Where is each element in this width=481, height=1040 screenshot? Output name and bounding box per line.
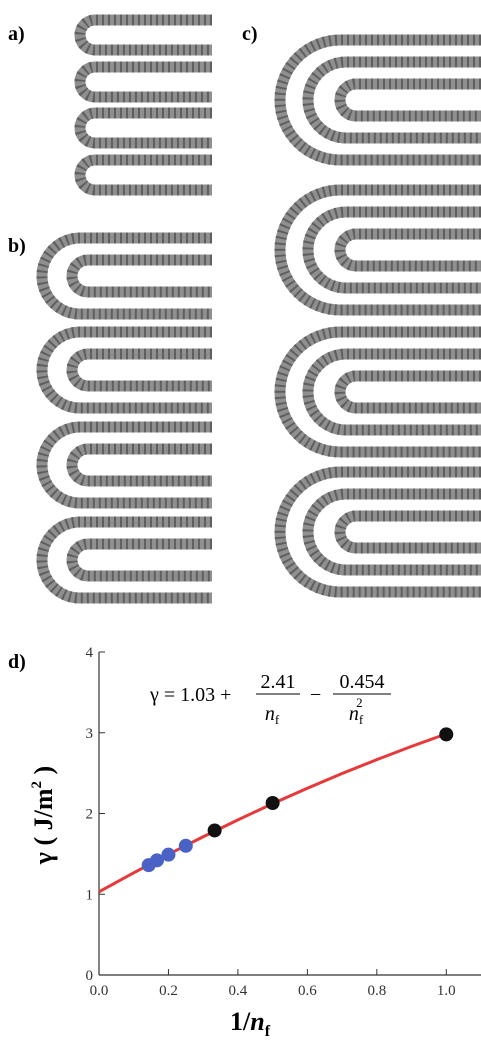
data-point	[161, 847, 176, 862]
y-axis-label: γ ( J/m2 )	[29, 766, 58, 865]
chain-texture	[74, 107, 212, 149]
chain	[334, 228, 481, 272]
x-tick-label: 0.6	[298, 983, 317, 999]
x-label-sub: f	[265, 1023, 271, 1040]
molecule-images	[36, 14, 481, 604]
eq-den-sub: f	[275, 712, 280, 727]
chain-texture	[36, 326, 212, 414]
panel-label: b)	[8, 235, 26, 257]
chain-texture	[74, 14, 212, 56]
equation: γ = 1.03 + 2.41 nf − 0.454 nf2	[149, 671, 391, 727]
eq-den: nf	[265, 703, 280, 727]
y-label-main: γ ( J/m	[29, 788, 58, 865]
chain-texture	[66, 254, 212, 298]
eq-num: 2.41	[261, 671, 296, 693]
x-tick-label: 0.4	[229, 983, 248, 999]
x-label-var: n	[250, 1007, 264, 1036]
y-tick-label: 2	[86, 807, 94, 823]
y-label-end: )	[29, 766, 58, 781]
chain	[334, 78, 481, 122]
y-tick-label: 0	[86, 968, 94, 984]
eq-den: nf 2	[349, 695, 364, 727]
eq-lhs: γ = 1.03 +	[149, 684, 231, 706]
chain-texture	[302, 56, 481, 144]
panel-label: c)	[242, 23, 258, 45]
chain	[302, 206, 481, 294]
chain-texture	[66, 538, 212, 582]
chain	[302, 348, 481, 436]
x-tick-label: 0.2	[159, 983, 178, 999]
chain-texture	[66, 443, 212, 487]
chain-texture	[302, 206, 481, 294]
eq-den-sub: f	[359, 712, 364, 727]
x-tick-label: 1.0	[437, 983, 456, 999]
chain-texture	[274, 466, 481, 598]
panel-label: d)	[8, 651, 26, 673]
data-point	[207, 823, 222, 838]
eq-den-sup: 2	[356, 695, 363, 710]
chain-texture	[274, 326, 481, 458]
chain	[302, 56, 481, 144]
chain-texture	[66, 348, 212, 392]
x-tick-label: 0.8	[367, 983, 386, 999]
x-tick-label: 0.0	[90, 983, 109, 999]
y-tick-label: 4	[86, 645, 94, 661]
data-point	[178, 838, 193, 853]
eq-den-var: n	[349, 703, 359, 725]
eq-den-var: n	[265, 703, 275, 725]
data-point	[149, 853, 164, 868]
data-point	[265, 796, 280, 811]
chain	[334, 370, 481, 414]
chain-texture	[36, 516, 212, 604]
y-tick-label: 3	[86, 726, 94, 742]
chain-texture	[302, 488, 481, 576]
chain-texture	[74, 61, 212, 103]
chain	[334, 510, 481, 554]
chain-texture	[36, 421, 212, 509]
y-label-sup: 2	[29, 781, 45, 789]
y-tick-label: 1	[86, 887, 94, 903]
chain-texture	[36, 232, 212, 320]
chain-texture	[274, 184, 481, 316]
eq-num: 0.454	[340, 671, 385, 693]
x-axis-label: 1/nf	[230, 1007, 271, 1040]
data-point	[439, 727, 454, 742]
chain-texture	[274, 34, 481, 166]
chain	[302, 488, 481, 576]
panel-label: a)	[8, 23, 25, 45]
chain-texture	[302, 348, 481, 436]
chain-texture	[74, 154, 212, 196]
x-label-main: 1/	[230, 1007, 251, 1036]
eq-op: −	[310, 684, 321, 706]
